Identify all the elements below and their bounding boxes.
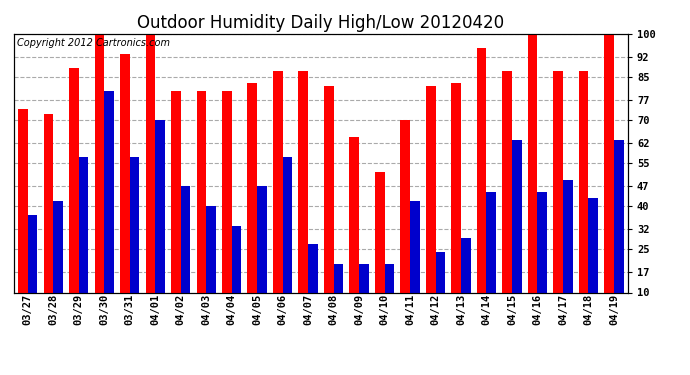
Bar: [333, 264, 343, 292]
Bar: [130, 158, 139, 292]
Bar: [451, 82, 461, 292]
Bar: [69, 68, 79, 292]
Bar: [120, 54, 130, 292]
Bar: [95, 34, 104, 292]
Text: Copyright 2012 Cartronics.com: Copyright 2012 Cartronics.com: [17, 38, 170, 48]
Bar: [349, 137, 359, 292]
Bar: [461, 238, 471, 292]
Bar: [53, 201, 63, 292]
Bar: [324, 86, 333, 292]
Title: Outdoor Humidity Daily High/Low 20120420: Outdoor Humidity Daily High/Low 20120420: [137, 14, 504, 32]
Bar: [299, 71, 308, 292]
Bar: [257, 186, 267, 292]
Bar: [146, 34, 155, 292]
Bar: [171, 91, 181, 292]
Bar: [104, 91, 114, 292]
Bar: [614, 140, 624, 292]
Bar: [79, 158, 88, 292]
Bar: [502, 71, 512, 292]
Bar: [538, 192, 547, 292]
Bar: [197, 91, 206, 292]
Bar: [528, 34, 538, 292]
Bar: [384, 264, 394, 292]
Bar: [553, 71, 563, 292]
Bar: [28, 215, 37, 292]
Bar: [563, 180, 573, 292]
Bar: [283, 158, 293, 292]
Bar: [206, 206, 216, 292]
Bar: [222, 91, 232, 292]
Bar: [410, 201, 420, 292]
Bar: [248, 82, 257, 292]
Bar: [308, 244, 318, 292]
Bar: [435, 252, 445, 292]
Bar: [43, 114, 53, 292]
Bar: [486, 192, 496, 292]
Bar: [181, 186, 190, 292]
Bar: [589, 198, 598, 292]
Bar: [477, 48, 486, 292]
Bar: [273, 71, 283, 292]
Bar: [579, 71, 589, 292]
Bar: [232, 226, 241, 292]
Bar: [375, 172, 384, 292]
Bar: [359, 264, 368, 292]
Bar: [400, 120, 410, 292]
Bar: [512, 140, 522, 292]
Bar: [426, 86, 435, 292]
Bar: [155, 120, 165, 292]
Bar: [18, 108, 28, 292]
Bar: [604, 34, 614, 292]
